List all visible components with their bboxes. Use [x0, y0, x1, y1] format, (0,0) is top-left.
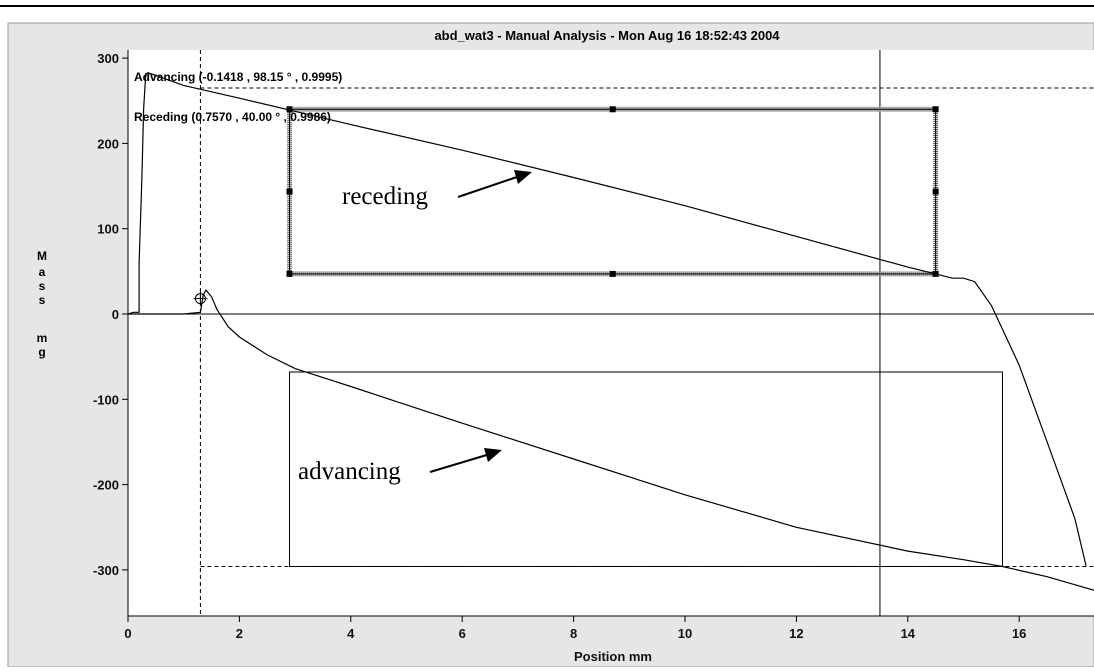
x-tick-label: 16 — [1012, 626, 1026, 641]
y-axis-label-char: s — [39, 279, 46, 293]
resize-handle — [286, 188, 293, 195]
y-tick-label: 100 — [97, 222, 119, 237]
y-tick-label: -300 — [93, 563, 119, 578]
y-tick-label: 300 — [97, 51, 119, 66]
resize-handle — [286, 106, 293, 113]
receding-annotation-text: receding — [342, 183, 429, 210]
x-tick-label: 4 — [347, 626, 355, 641]
y-axis-label-char: M — [37, 249, 47, 263]
selection-boxes — [286, 106, 1003, 567]
y-tick-label: -100 — [93, 392, 119, 407]
x-tick-label: 0 — [124, 626, 131, 641]
advancing-annotation-text: advancing — [298, 458, 401, 485]
series-layer — [127, 72, 1094, 591]
x-tick-label: 14 — [901, 626, 916, 641]
y-tick-label: -200 — [93, 478, 119, 493]
y-tick-label: 0 — [112, 307, 119, 322]
receding-fit-label: Receding (0.7570 , 40.00 ° , 0.9986) — [134, 110, 331, 124]
advancing-arrowhead-icon — [484, 448, 502, 462]
series-receding-line — [127, 72, 1087, 566]
y-axis-label-char: m — [37, 331, 48, 345]
resize-handle — [932, 188, 939, 195]
advancing-annotation: advancing — [298, 448, 502, 485]
advancing-fit-label: Advancing (-0.1418 , 98.15 ° , 0.9995) — [134, 70, 342, 84]
receding-arrowhead-icon — [514, 170, 532, 184]
y-axis-label-char: s — [39, 293, 46, 307]
axis-ticks: 0 2 4 6 8 10 12 14 16 300 200 100 0 -100 -200 -300 — [93, 51, 1026, 641]
plot-area[interactable] — [128, 50, 1094, 616]
chart-title: abd_wat3 - Manual Analysis - Mon Aug 16 … — [434, 28, 780, 43]
advancing-box — [289, 371, 1003, 567]
resize-handle — [932, 106, 939, 113]
x-axis-label: Position mm — [574, 649, 652, 664]
y-axis-label-char: a — [39, 265, 46, 279]
receding-arrow-line — [457, 175, 521, 198]
x-tick-label: 10 — [678, 626, 692, 641]
receding-annotation: receding — [342, 170, 532, 210]
x-tick-label: 2 — [236, 626, 243, 641]
resize-handle — [609, 106, 616, 113]
y-tick-label: 200 — [97, 136, 119, 151]
advancing-arrow-line — [429, 453, 491, 473]
y-axis-label-char: g — [38, 345, 45, 359]
resize-handle — [609, 270, 616, 277]
x-tick-label: 6 — [459, 626, 466, 641]
x-tick-label: 8 — [570, 626, 577, 641]
resize-handle — [286, 270, 293, 277]
x-tick-label: 12 — [789, 626, 803, 641]
